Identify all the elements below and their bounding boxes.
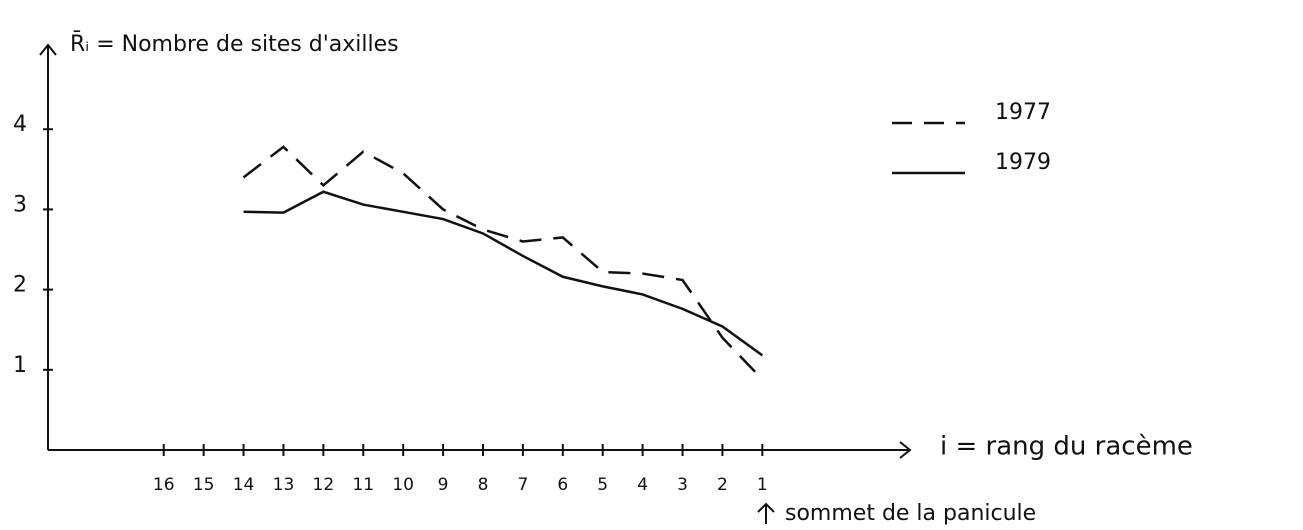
y-tick-label: 1 xyxy=(13,353,27,378)
x-tick-label: 13 xyxy=(273,475,295,495)
x-tick-label: 8 xyxy=(478,475,489,495)
x-tick-label: 14 xyxy=(233,475,255,495)
x-tick-label: 10 xyxy=(392,475,414,495)
x-tick-label: 9 xyxy=(438,475,449,495)
y-tick-label: 2 xyxy=(13,273,27,298)
x-tick-label: 11 xyxy=(352,475,374,495)
y-axis xyxy=(39,43,57,450)
x-tick-label: 12 xyxy=(313,475,335,495)
legend-label: 1977 xyxy=(995,100,1051,125)
x-axis-label: i = rang du racème xyxy=(940,432,1193,462)
x-tick-label: 15 xyxy=(193,475,215,495)
legend-label: 1979 xyxy=(995,150,1051,175)
y-axis-label: R̄ᵢ = Nombre de sites d'axilles xyxy=(70,31,399,57)
line-series xyxy=(243,190,764,357)
x-tick-label: 3 xyxy=(677,475,688,495)
annotation-arrow xyxy=(757,502,775,524)
y-tick-label: 3 xyxy=(13,192,27,217)
x-axis xyxy=(48,441,912,459)
x-tick-label: 1 xyxy=(757,475,768,495)
x-tick-label: 7 xyxy=(517,475,528,495)
x-tick-label: 16 xyxy=(153,475,175,495)
annotation: sommet de la panicule xyxy=(785,501,1036,526)
x-tick-label: 5 xyxy=(597,475,608,495)
x-tick-label: 2 xyxy=(717,475,728,495)
x-tick-label: 4 xyxy=(637,475,648,495)
line-series xyxy=(242,145,764,381)
y-tick-label: 4 xyxy=(13,112,27,137)
x-tick-label: 6 xyxy=(557,475,568,495)
